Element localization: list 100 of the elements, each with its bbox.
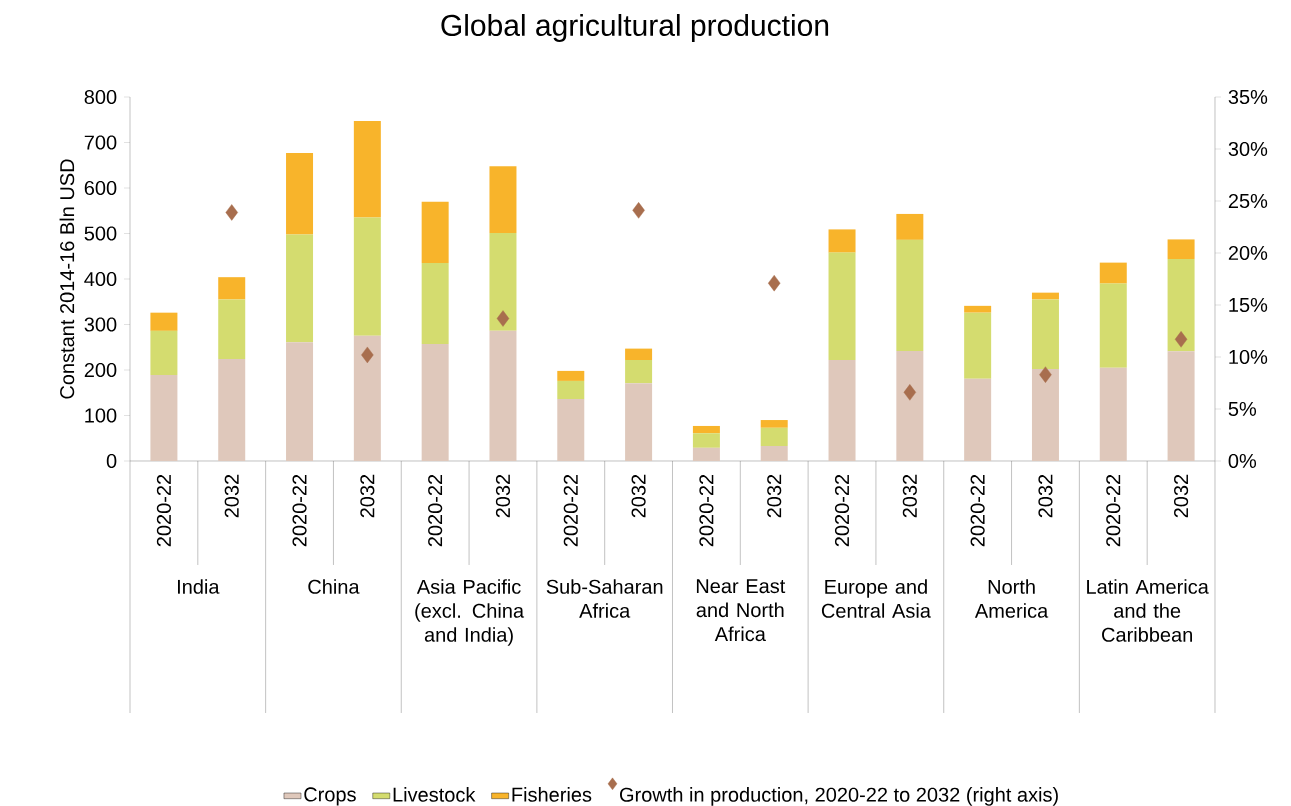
chart-title: Global agricultural production xyxy=(441,14,829,42)
text: Latin America and the Caribbean xyxy=(1087,579,1209,642)
y2-tick-label: 30% xyxy=(1228,141,1268,157)
bar xyxy=(1099,283,1127,368)
bar xyxy=(896,350,924,461)
bar xyxy=(760,427,788,446)
bar xyxy=(286,152,314,235)
point xyxy=(768,274,781,292)
legend-label: Growth in production, 2020-22 to 2032 (right axis) xyxy=(620,787,1058,806)
bar xyxy=(964,305,992,313)
x-tick-label: 2020-22 xyxy=(1106,474,1121,547)
bar xyxy=(421,344,449,461)
y-tick-label: 500 xyxy=(84,226,117,241)
text: China xyxy=(308,579,360,594)
y-tick-label: 600 xyxy=(84,180,117,196)
legend-label: Crops xyxy=(304,787,356,806)
bar xyxy=(896,239,924,351)
x-tick-label: 2020-22 xyxy=(834,474,850,547)
text: Asia Pacific (excl. China and India) xyxy=(415,579,525,646)
bar xyxy=(828,359,856,461)
y-tick-label: 0 xyxy=(106,453,117,469)
bar xyxy=(286,342,314,461)
bar xyxy=(1167,239,1195,259)
text: North America xyxy=(974,579,1049,618)
bar xyxy=(1031,369,1059,461)
point xyxy=(903,384,917,401)
y-tick-label: 300 xyxy=(84,317,117,332)
bar xyxy=(964,312,992,379)
y2-tick-label: 10% xyxy=(1229,349,1268,365)
bar xyxy=(828,229,856,253)
point xyxy=(225,204,238,221)
bar xyxy=(557,370,585,381)
bar xyxy=(353,335,381,461)
x-tick-label: 2020-22 xyxy=(428,474,443,547)
x-tick-label: 2032 xyxy=(1038,474,1053,518)
bar xyxy=(1167,351,1195,461)
bar xyxy=(218,277,246,300)
x-tick-label: 2020-22 xyxy=(563,474,578,547)
text: Europe and Central Asia xyxy=(821,579,931,618)
y-tick-label: 400 xyxy=(84,271,117,287)
x-tick-label: 2032 xyxy=(224,474,239,518)
text: Near East and North Africa xyxy=(696,579,786,642)
bar xyxy=(625,348,653,360)
y2-tick-label: 35% xyxy=(1228,89,1268,105)
bar xyxy=(692,433,720,448)
x-tick-label: 2020-22 xyxy=(292,474,307,547)
x-tick-label: 2032 xyxy=(767,474,782,518)
bar xyxy=(1031,299,1059,370)
bar xyxy=(760,445,788,461)
y2-tick-label: 5% xyxy=(1228,401,1257,417)
point xyxy=(361,346,374,364)
x-tick-label: 2032 xyxy=(360,474,375,518)
bar xyxy=(557,380,585,400)
x-tick-label: 2032 xyxy=(902,474,917,518)
y-tick-label: 800 xyxy=(84,89,117,105)
bar xyxy=(421,263,449,345)
x-tick-label: 2032 xyxy=(631,474,646,518)
bar xyxy=(1099,367,1127,461)
y2-tick-label: 20% xyxy=(1228,245,1268,261)
text: Sub-Saharan Africa xyxy=(546,579,663,618)
bar xyxy=(150,330,178,375)
bar xyxy=(150,312,178,331)
point xyxy=(632,202,645,219)
y-tick-label: 700 xyxy=(84,135,117,150)
x-tick-label: 2020-22 xyxy=(970,474,985,547)
bar xyxy=(1167,258,1195,352)
bar xyxy=(760,420,788,428)
legend-label: Livestock xyxy=(393,787,476,802)
y-axis-title: Constant 2014-16 Bln USD xyxy=(59,159,75,399)
point xyxy=(1174,331,1188,348)
bar xyxy=(964,378,992,461)
bar xyxy=(625,383,653,461)
point xyxy=(496,310,510,327)
bar xyxy=(353,217,381,336)
bar xyxy=(828,252,856,360)
bar xyxy=(692,447,720,461)
bar xyxy=(489,330,517,461)
bar xyxy=(489,166,517,234)
bar xyxy=(625,359,653,384)
legend-label: Fisheries xyxy=(512,787,592,802)
bar xyxy=(1099,262,1127,284)
x-tick-label: 2020-22 xyxy=(156,474,171,547)
bar xyxy=(421,201,449,264)
bar xyxy=(692,425,720,434)
bar xyxy=(218,359,246,461)
bar xyxy=(286,234,314,343)
y-tick-label: 200 xyxy=(84,362,117,378)
bar xyxy=(353,121,381,218)
y2-tick-label: 25% xyxy=(1228,193,1268,209)
y-tick-label: 100 xyxy=(85,408,117,423)
y2-tick-label: 15% xyxy=(1229,297,1268,313)
y2-tick-label: 0% xyxy=(1228,453,1257,469)
bar xyxy=(557,399,585,461)
bar xyxy=(150,375,178,461)
text: India xyxy=(177,579,220,594)
x-tick-label: 2032 xyxy=(495,474,511,518)
x-tick-label: 2032 xyxy=(1174,474,1189,518)
point xyxy=(1039,366,1052,383)
bar xyxy=(218,299,246,360)
bar xyxy=(489,233,517,331)
